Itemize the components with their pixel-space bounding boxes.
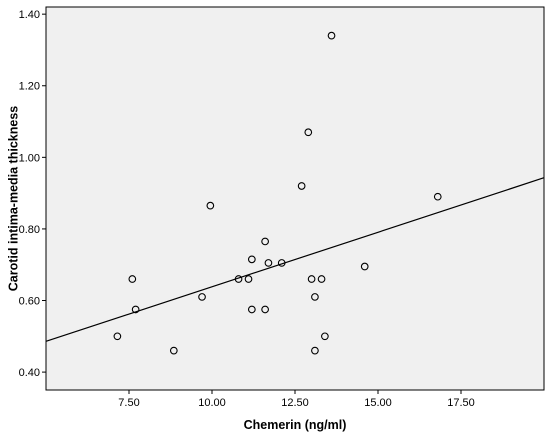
data-point	[113, 332, 122, 341]
y-tick-label: 0.60	[19, 296, 40, 308]
x-tick-label: 10.00	[198, 397, 226, 409]
data-point	[128, 275, 137, 283]
y-tick-label: 0.40	[19, 367, 40, 379]
data-points	[113, 31, 442, 355]
x-tick-label: 17.50	[447, 397, 475, 409]
data-point	[327, 31, 336, 40]
data-point	[169, 346, 178, 355]
data-point	[311, 346, 319, 355]
data-point	[307, 275, 316, 283]
x-tick-label: 7.50	[118, 397, 139, 409]
data-point	[247, 255, 256, 264]
data-point	[277, 259, 286, 267]
y-axis-title: Carotid intima-media thickness	[6, 106, 20, 292]
x-axis-title: Chemerin (ng/ml)	[244, 418, 347, 432]
data-point	[297, 182, 306, 190]
data-point	[304, 128, 313, 137]
data-point	[131, 305, 140, 314]
data-point	[261, 237, 269, 246]
data-point	[247, 305, 256, 314]
x-tick-label: 15.00	[364, 397, 392, 409]
data-point	[206, 201, 215, 210]
y-tick-label: 1.40	[19, 9, 40, 21]
y-tick-label: 0.80	[19, 224, 40, 236]
plot-area	[45, 6, 545, 391]
y-tick-label: 1.00	[19, 152, 40, 164]
data-point	[244, 275, 253, 283]
x-axis: 7.50 10.00 12.50 15.00 17.50	[118, 390, 475, 409]
y-axis: 0.40 0.60 0.80 1.00 1.20 1.40	[19, 9, 46, 379]
data-point	[433, 192, 442, 201]
data-point	[261, 305, 269, 314]
data-point	[360, 262, 369, 271]
data-point	[317, 275, 326, 283]
data-point	[198, 293, 206, 301]
x-tick-label: 12.50	[281, 397, 309, 409]
data-point	[234, 275, 243, 283]
fit-line	[45, 177, 545, 342]
data-point	[311, 293, 319, 301]
data-point	[321, 332, 329, 341]
y-tick-label: 1.20	[19, 81, 40, 93]
data-point	[264, 259, 273, 267]
